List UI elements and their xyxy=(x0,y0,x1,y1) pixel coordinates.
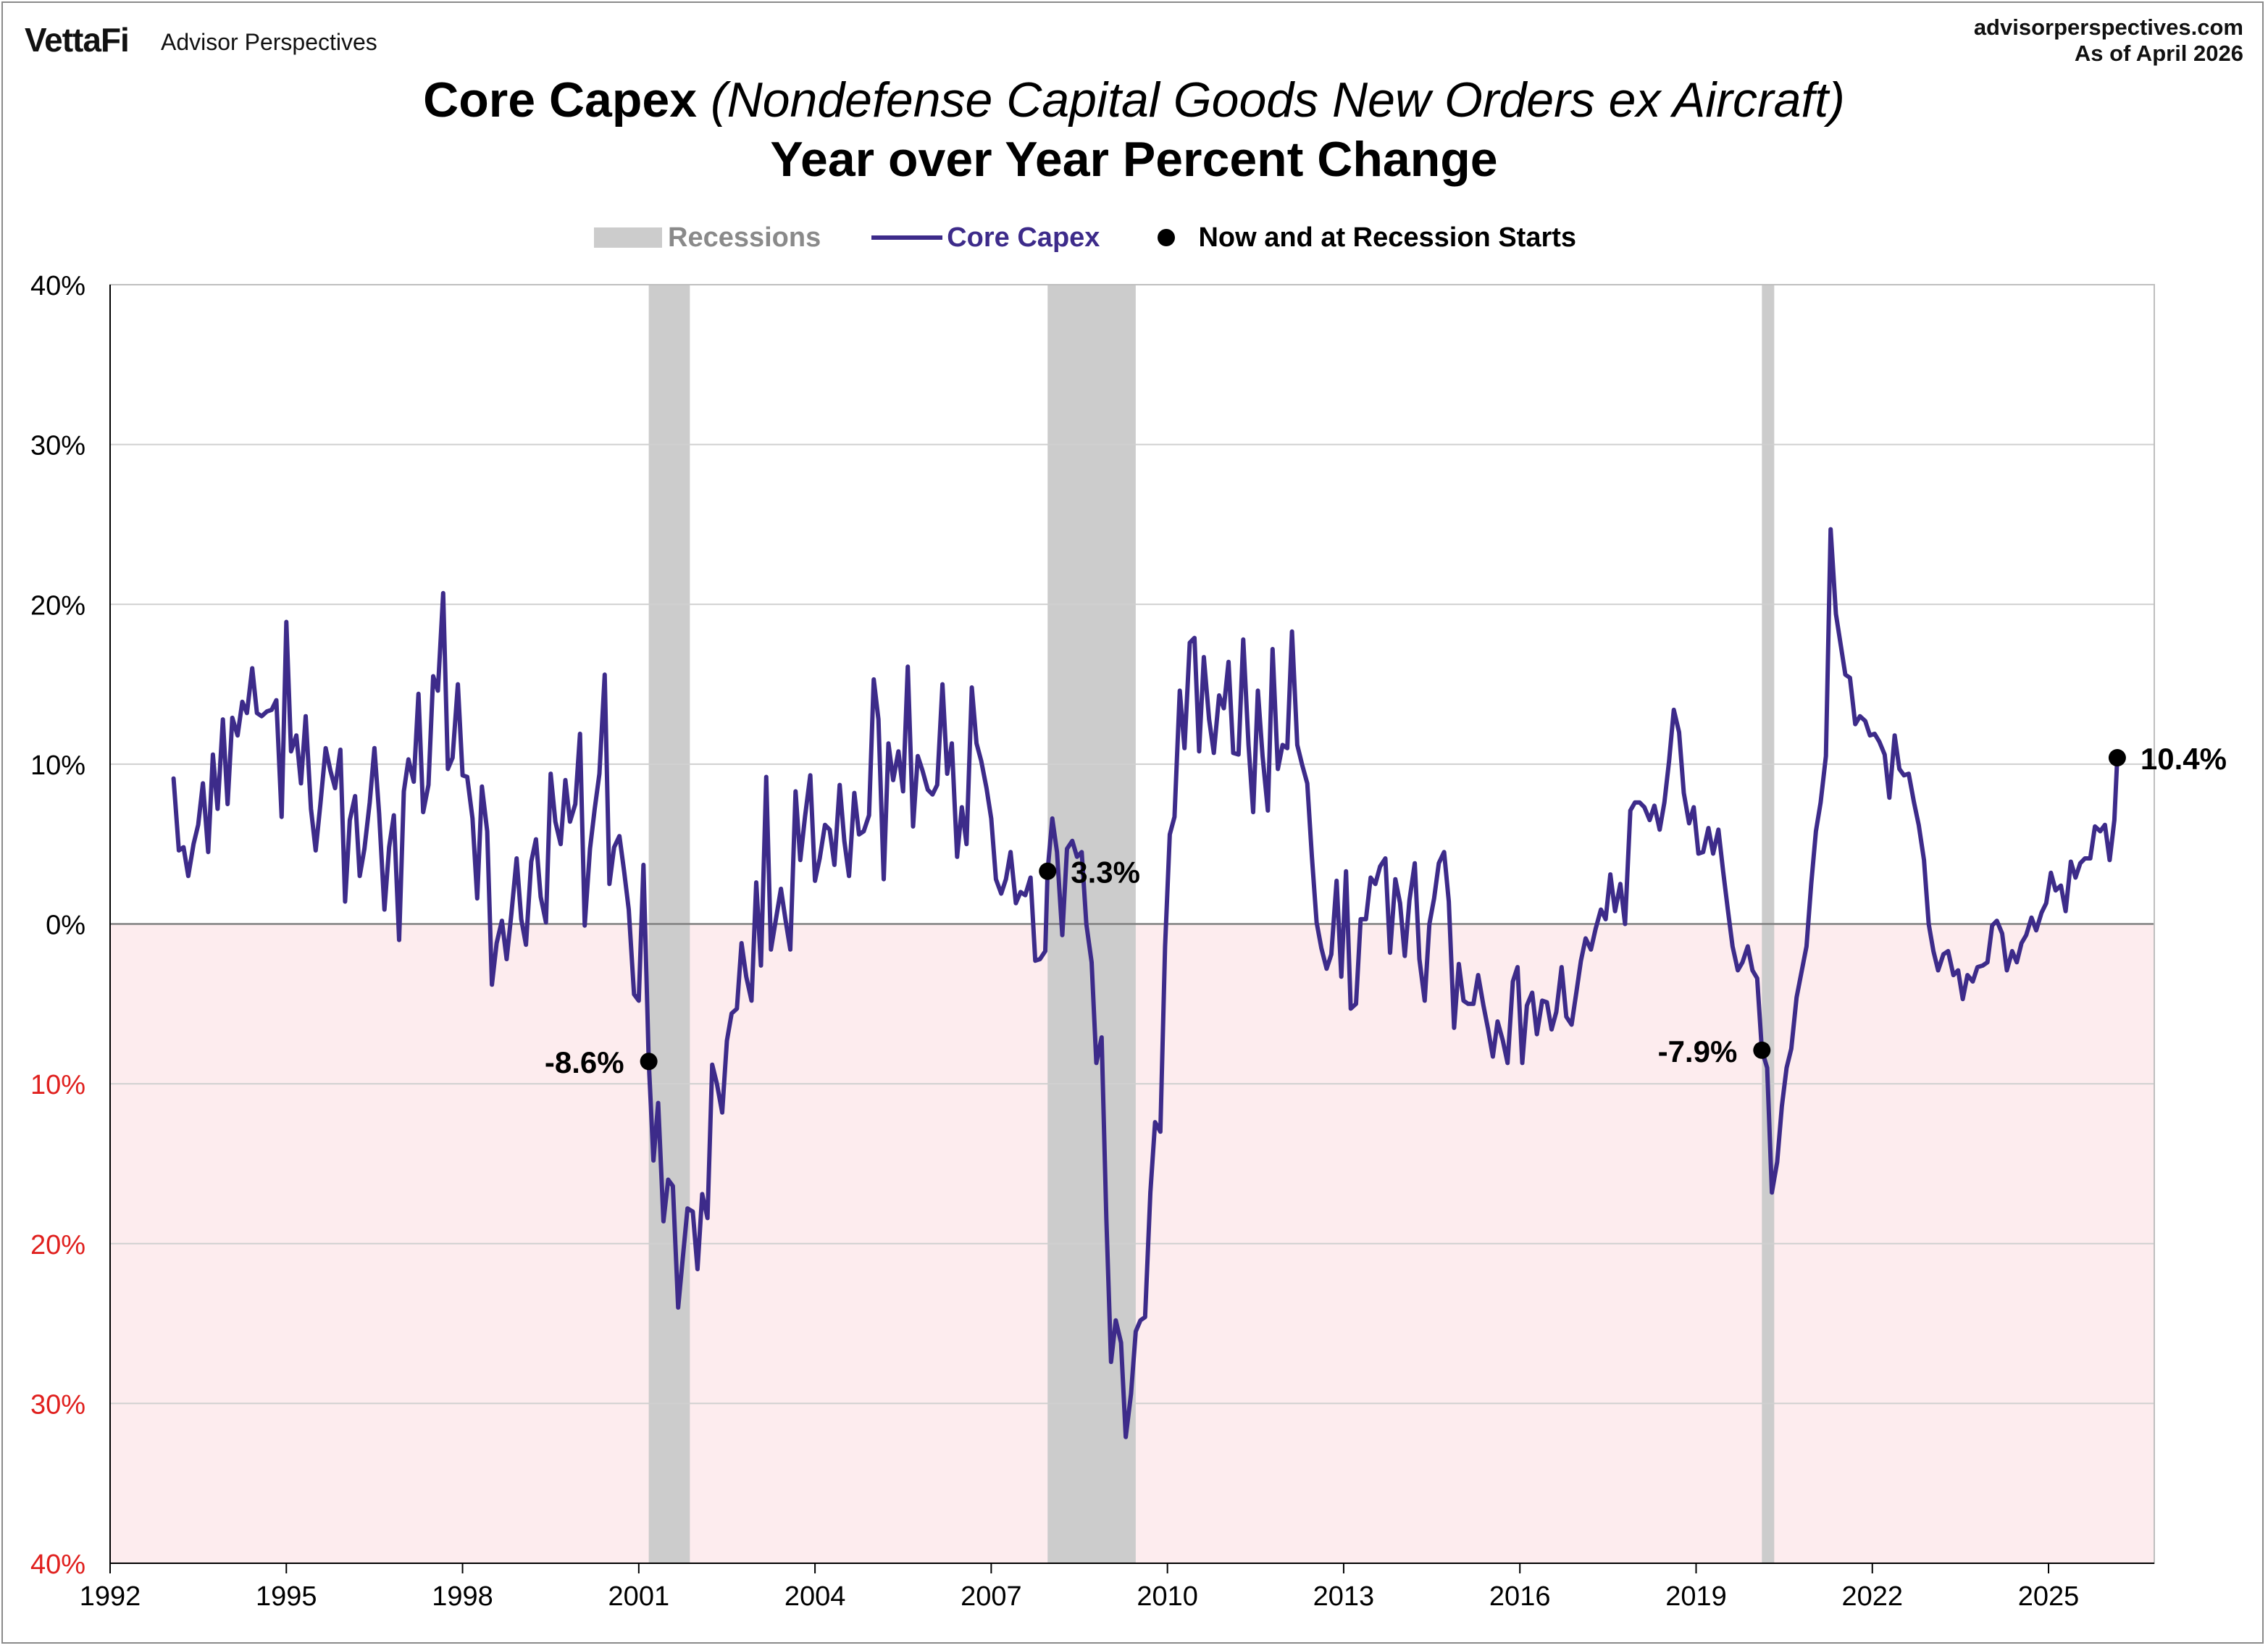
series-line-core-capex xyxy=(171,527,2120,1439)
x-tick-label: 2010 xyxy=(1137,1581,1198,1612)
x-tick-label: 2022 xyxy=(1841,1581,1903,1612)
marker-label-1: -8.6% xyxy=(545,1045,624,1079)
legend-item-core-capex: Core Capex xyxy=(871,222,1100,254)
legend-label-markers: Now and at Recession Starts xyxy=(1198,222,1577,253)
y-tick-label: 20% xyxy=(30,1230,85,1260)
brand-subtitle: Advisor Perspectives xyxy=(161,29,377,55)
legend-label-core-capex: Core Capex xyxy=(947,222,1100,253)
y-tick-label: 30% xyxy=(30,1389,85,1420)
y-tick-label: 10% xyxy=(30,750,85,781)
chart-title-italic: (Nondefense Capital Goods New Orders ex … xyxy=(710,72,1845,127)
marker-point-3 xyxy=(1753,1041,1771,1059)
brand-logo: VettaFi xyxy=(25,21,130,59)
legend-item-recessions: Recessions xyxy=(594,222,821,254)
legend-label-recessions: Recessions xyxy=(668,222,821,253)
marker-label-3: -7.9% xyxy=(1658,1034,1738,1068)
source-block: advisorperspectives.com As of April 2026 xyxy=(1974,14,2243,67)
marker-point-4 xyxy=(2108,749,2126,767)
x-tick-label: 2004 xyxy=(784,1581,846,1612)
x-tick-label: 2019 xyxy=(1665,1581,1727,1612)
source-site: advisorperspectives.com xyxy=(1973,14,2243,40)
y-tick-label: 40% xyxy=(30,1549,85,1580)
x-tick-label: 2001 xyxy=(608,1581,670,1612)
x-tick-label: 2025 xyxy=(2018,1581,2080,1612)
x-tick-label: 2007 xyxy=(961,1581,1022,1612)
marker-point-1 xyxy=(640,1053,658,1071)
x-tick-label: 2016 xyxy=(1489,1581,1551,1612)
marker-label-4: 10.4% xyxy=(2141,742,2227,776)
y-tick-label: 30% xyxy=(30,431,85,461)
y-tick-label: 40% xyxy=(30,271,85,301)
chart-title-main: Core Capex xyxy=(423,72,698,127)
x-tick-label: 1992 xyxy=(80,1581,141,1612)
legend-swatch-core-capex xyxy=(871,235,943,240)
legend-dot-icon xyxy=(1158,229,1176,246)
chart-legend: Recessions Core Capex Now and at Recessi… xyxy=(594,220,1627,255)
as-of-date: As of April 2026 xyxy=(2074,41,2243,66)
y-tick-label: 20% xyxy=(30,590,85,621)
chart-title: Core Capex (Nondefense Capital Goods New… xyxy=(0,71,2268,129)
x-tick-label: 1995 xyxy=(256,1581,317,1612)
x-tick-label: 2013 xyxy=(1313,1581,1375,1612)
x-tick-label: 1998 xyxy=(432,1581,493,1612)
marker-point-2 xyxy=(1039,862,1057,880)
y-tick-label: 10% xyxy=(30,1070,85,1100)
chart-subtitle: Year over Year Percent Change xyxy=(770,132,1498,187)
legend-item-markers: Now and at Recession Starts xyxy=(1150,222,1576,254)
y-tick-label: 0% xyxy=(46,911,85,941)
marker-label-2: 3.3% xyxy=(1071,856,1140,890)
legend-swatch-recessions xyxy=(594,227,662,248)
